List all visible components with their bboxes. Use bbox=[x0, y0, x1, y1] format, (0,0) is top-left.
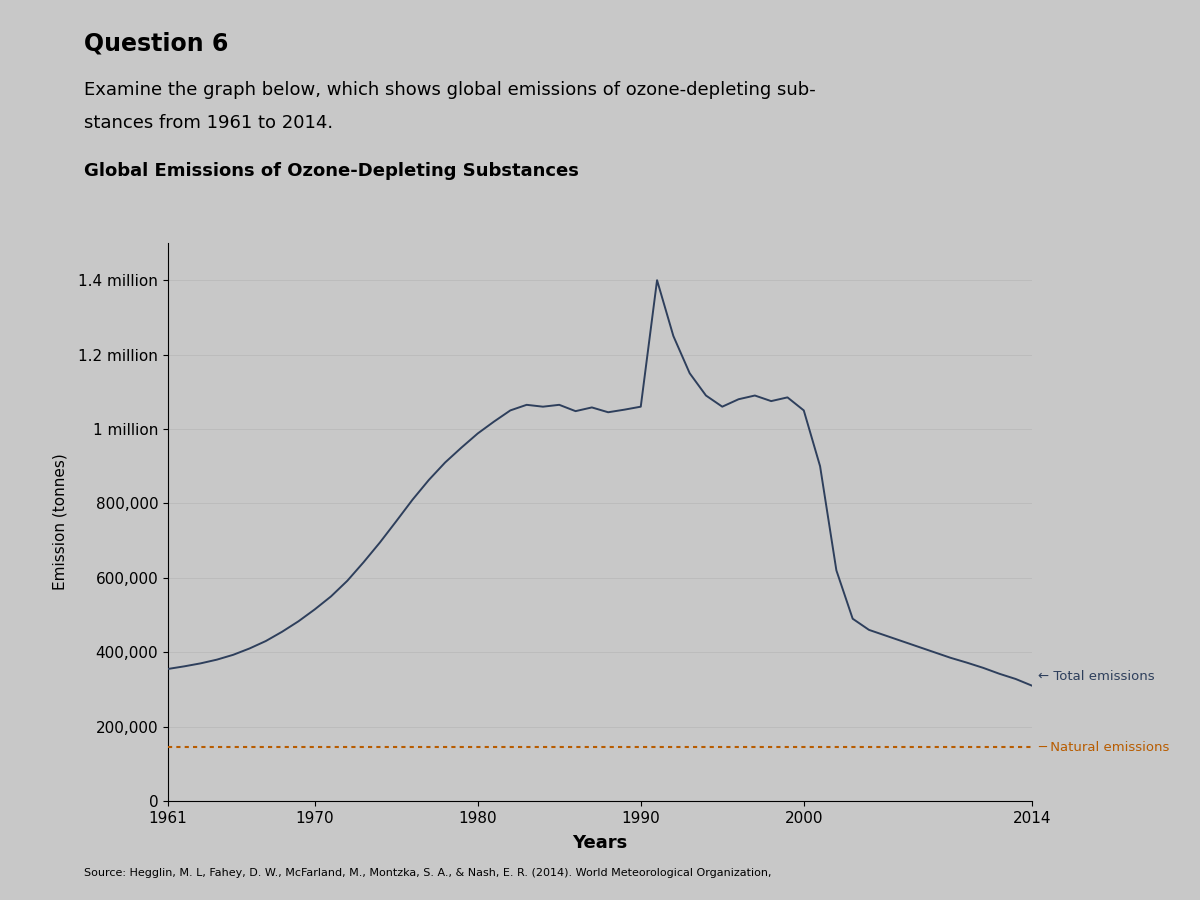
Text: Global Emissions of Ozone-Depleting Substances: Global Emissions of Ozone-Depleting Subs… bbox=[84, 162, 578, 180]
Text: ← Total emissions: ← Total emissions bbox=[1038, 670, 1154, 683]
X-axis label: Years: Years bbox=[572, 834, 628, 852]
Text: Examine the graph below, which shows global emissions of ozone-depleting sub-: Examine the graph below, which shows glo… bbox=[84, 81, 816, 99]
Text: Source: Hegglin, M. L, Fahey, D. W., McFarland, M., Montzka, S. A., & Nash, E. R: Source: Hegglin, M. L, Fahey, D. W., McF… bbox=[84, 868, 772, 878]
Text: Question 6: Question 6 bbox=[84, 32, 228, 56]
Text: stances from 1961 to 2014.: stances from 1961 to 2014. bbox=[84, 114, 334, 132]
Y-axis label: Emission (tonnes): Emission (tonnes) bbox=[53, 454, 67, 590]
Text: ─ Natural emissions: ─ Natural emissions bbox=[1038, 741, 1169, 753]
